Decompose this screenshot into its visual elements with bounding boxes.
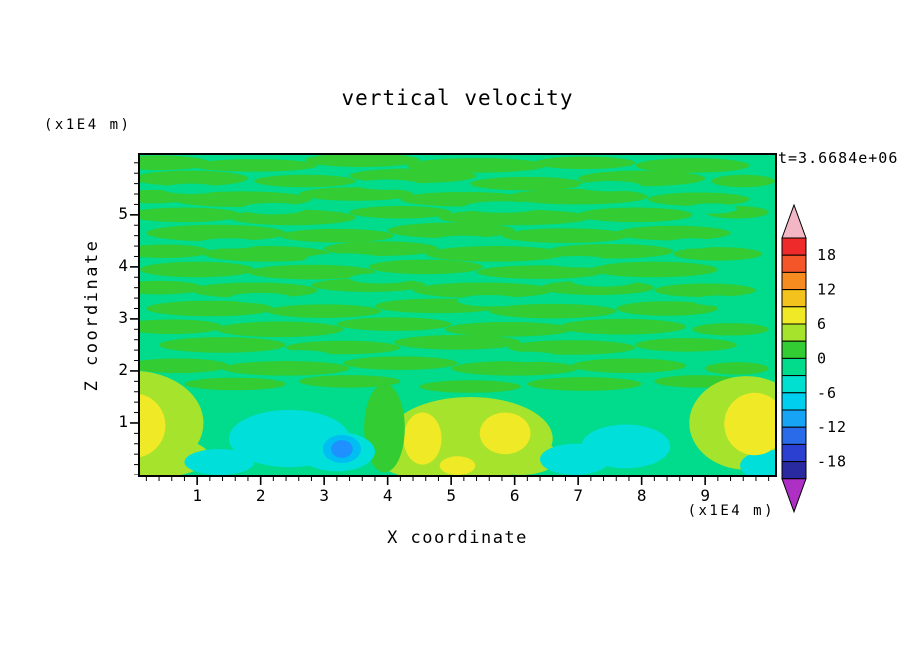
y-axis-unit-label: (x1E4 m) <box>44 117 132 133</box>
x-axis-label: X coordinate <box>387 528 528 548</box>
y-tick-label: 2 <box>118 359 128 379</box>
time-annotation: t=3.6684e+06 <box>778 149 899 167</box>
plot-title: vertical velocity <box>341 86 574 110</box>
x-tick-label: 8 <box>636 486 647 505</box>
x-tick-label: 1 <box>192 486 202 505</box>
x-tick-label: 2 <box>255 486 266 505</box>
y-tick-label: 5 <box>118 203 128 223</box>
x-tick-label: 9 <box>700 486 710 505</box>
y-tick-label: 4 <box>118 255 128 275</box>
y-tick-label: 1 <box>118 411 128 431</box>
x-tick-label: 6 <box>509 486 520 505</box>
colorbar-label: -18 <box>817 453 847 471</box>
x-tick-label: 5 <box>446 486 456 505</box>
contour-field <box>140 155 775 475</box>
x-axis-ticks <box>145 477 770 485</box>
x-tick-label: 3 <box>319 486 329 505</box>
x-tick-labels: 1 2 3 4 5 6 7 8 9 <box>140 486 775 506</box>
colorbar-label: 0 <box>817 349 827 367</box>
colorbar-label: -6 <box>817 384 837 402</box>
plot-area <box>138 153 777 477</box>
x-tick-label: 7 <box>573 486 583 505</box>
x-tick-label: 4 <box>382 486 393 505</box>
colorbar-label: 12 <box>817 281 837 299</box>
colorbar-label: 6 <box>817 315 827 333</box>
x-axis-unit-label: (x1E4 m) <box>687 503 775 519</box>
y-tick-labels: 1 2 3 4 5 <box>86 155 128 475</box>
y-tick-label: 3 <box>118 307 128 327</box>
y-axis-ticks <box>130 162 138 475</box>
colorbar-label: 18 <box>817 246 837 264</box>
colorbar: 18 12 6 0 -6 -12 -18 <box>781 204 847 514</box>
y-axis-label: Z coordinate <box>82 238 102 392</box>
colorbar-label: -12 <box>817 418 847 436</box>
